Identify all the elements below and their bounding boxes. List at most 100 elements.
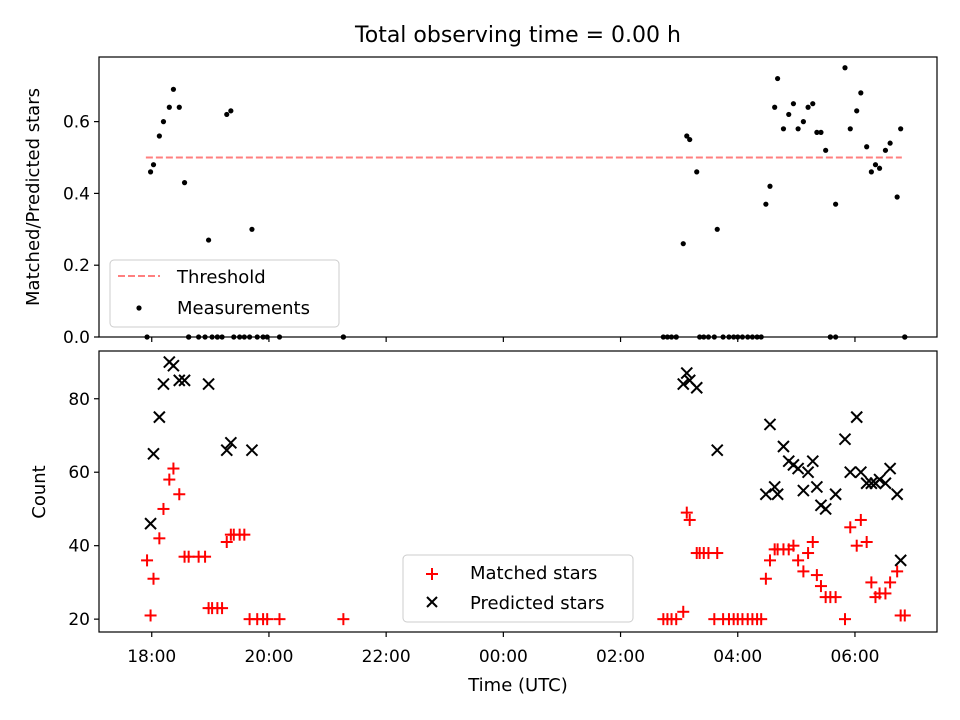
measurement-point — [166, 104, 172, 110]
x-tick-label: 22:00 — [362, 647, 411, 667]
top-y-axis-label: Matched/Predicted stars — [23, 88, 44, 306]
matched-star-point — [199, 550, 212, 563]
measurement-point — [147, 169, 154, 175]
measurement-point — [763, 201, 769, 207]
matched-star-point — [879, 587, 892, 600]
predicted-star-point — [224, 436, 238, 450]
measurement-point — [872, 162, 879, 168]
predicted-star-point — [797, 484, 810, 497]
matched-star-point — [792, 554, 805, 567]
matched-star-point — [763, 554, 776, 567]
bottom-markers — [141, 355, 911, 626]
bottom-y-tick-label: 60 — [68, 463, 90, 483]
top-axes-frame — [98, 56, 938, 338]
predicted-star-point — [801, 466, 815, 479]
measurements-legend-marker — [136, 305, 142, 311]
measurement-point — [224, 111, 230, 118]
matched-star-point — [273, 613, 286, 626]
x-tick-label: 06:00 — [830, 647, 879, 667]
bottom-y-axis-label: Count — [29, 465, 50, 518]
measurement-point — [780, 126, 787, 132]
predicted-star-point — [806, 454, 819, 468]
bottom-panel: 20 40 60 80 18:00 20:00 22:00 00:00 02:00 04:00 0… — [29, 350, 938, 696]
predicted-star-point — [768, 480, 781, 494]
matched-star-point — [802, 547, 815, 560]
matched-star-point — [829, 591, 842, 604]
predicted-star-point — [879, 477, 892, 490]
matched-star-point — [850, 539, 863, 552]
measurement-point — [823, 147, 829, 153]
measurement-point — [249, 226, 255, 232]
predicted-star-point — [829, 488, 842, 501]
matched-star-point — [806, 536, 819, 549]
measurement-point — [684, 133, 690, 139]
predicted-star-point — [147, 447, 160, 461]
predicted-star-point — [810, 480, 824, 494]
matched-star-point — [797, 565, 810, 578]
matched-star-point — [787, 539, 800, 552]
x-tick-label: 02:00 — [596, 647, 645, 667]
matched-star-point — [144, 609, 157, 622]
matched-star-point — [163, 473, 176, 486]
bottom-y-tick-label: 40 — [68, 537, 90, 557]
top-x-ticks — [151, 337, 856, 342]
predicted-star-point — [245, 443, 259, 457]
measurement-point — [160, 119, 167, 125]
matched-star-point — [860, 536, 873, 549]
top-panel: 0.0 0.2 0.4 0.6 Matched/Predicted stars Thr… — [23, 56, 938, 348]
matched-star-point — [898, 609, 911, 622]
measurement-point — [868, 169, 874, 175]
matched-star-point — [838, 613, 851, 626]
predicted-star-point — [144, 517, 157, 530]
predicted-star-point — [890, 488, 904, 501]
measurement-point — [858, 90, 864, 96]
measurement-point — [894, 194, 900, 200]
measurement-point — [772, 104, 778, 110]
matched-star-point — [865, 576, 878, 589]
bottom-y-tick-label: 80 — [68, 390, 90, 410]
predicted-star-point — [894, 554, 907, 567]
x-tick-label: 04:00 — [713, 647, 762, 667]
matched-star-point — [755, 613, 768, 626]
measurement-point — [810, 101, 816, 107]
predicted-star-point — [178, 374, 191, 387]
predicted-star-point — [167, 359, 180, 372]
measurement-point — [680, 241, 686, 247]
measurement-point — [205, 237, 212, 243]
threshold-legend-label: Threshold — [176, 267, 266, 288]
predicted-legend-label: Predicted stars — [470, 593, 604, 614]
matched-star-point — [238, 528, 251, 541]
measurement-point — [795, 126, 801, 132]
measurement-point — [694, 169, 700, 175]
matched-star-point — [147, 572, 160, 585]
x-tick-label: 18:00 — [127, 647, 176, 667]
top-measurements — [144, 65, 908, 340]
predicted-star-point — [157, 377, 170, 391]
matched-star-point — [220, 536, 233, 549]
matched-legend-label: Matched stars — [470, 563, 597, 584]
matched-legend-marker — [426, 568, 438, 580]
predicted-star-point — [844, 466, 857, 479]
matched-star-point — [814, 580, 827, 593]
matched-star-point — [884, 576, 897, 589]
predicted-star-point — [202, 377, 215, 391]
chart-title: Total observing time = 0.00 h — [354, 23, 681, 48]
predicted-star-point — [677, 377, 690, 391]
bottom-legend-box — [402, 554, 634, 623]
predicted-star-point — [173, 374, 186, 387]
measurement-point — [887, 140, 893, 146]
measurement-point — [898, 126, 904, 132]
predicted-star-point — [680, 366, 693, 380]
measurement-point — [805, 104, 811, 110]
measurement-point — [714, 226, 720, 232]
predicted-star-point — [690, 381, 703, 394]
measurement-point — [176, 104, 182, 110]
bottom-x-ticks: 18:00 20:00 22:00 00:00 02:00 04:00 06:00 — [127, 632, 879, 667]
predicted-star-point — [838, 432, 852, 446]
predicted-star-point — [153, 410, 166, 424]
matched-star-point — [157, 502, 170, 515]
matched-star-point — [216, 602, 229, 615]
bottom-y-ticks: 20 40 60 80 — [68, 390, 99, 630]
predicted-star-point — [771, 488, 784, 501]
top-legend-box — [109, 259, 340, 328]
